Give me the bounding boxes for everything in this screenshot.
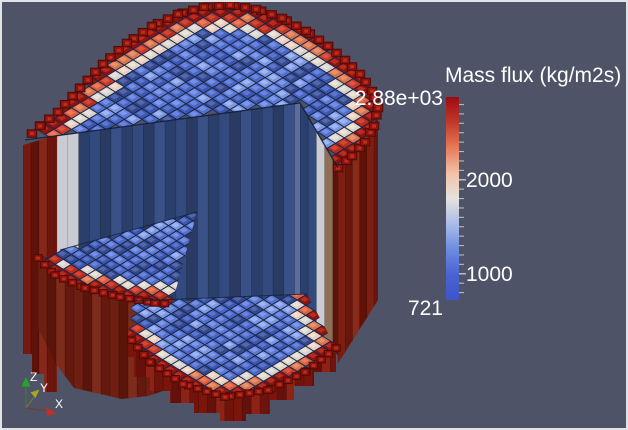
- x-axis-label: X: [55, 397, 63, 411]
- interior-wall-left: [57, 103, 300, 301]
- colorbar-widget[interactable]: Mass flux (kg/m2s) 2.88e+03 2000 1000 72…: [355, 64, 621, 320]
- colorbar-tick-label-1000: 1000: [466, 263, 513, 286]
- colorbar-max-label: 2.88e+03: [355, 87, 443, 110]
- z-axis-cone-icon: [21, 377, 31, 387]
- floor-rim-cubes: [126, 336, 341, 401]
- floor-top-grid: [128, 294, 336, 397]
- x-axis-line: [25, 407, 49, 412]
- colorbar-gradient: [446, 97, 459, 300]
- y-axis-label: Y: [40, 381, 48, 395]
- ledge-rim-cubes: [33, 254, 170, 308]
- y-axis-cone-icon: [30, 389, 40, 398]
- colorbar-tick-label-2000: 2000: [466, 169, 513, 192]
- outer-shell-right: [337, 108, 378, 389]
- x-axis-cone-icon: [46, 407, 56, 417]
- cut-edge-lines: [24, 102, 339, 302]
- orientation-axes-widget: Z Y X: [21, 370, 63, 417]
- colorbar-ticks: [459, 103, 466, 294]
- top-rim-cubes: [26, 0, 384, 173]
- core-model[interactable]: [23, 0, 384, 430]
- colorbar-title: Mass flux (kg/m2s): [445, 64, 621, 87]
- z-axis-label: Z: [30, 370, 37, 384]
- interior-wall-right: [300, 103, 338, 356]
- y-axis-line: [25, 395, 36, 409]
- colorbar-min-label: 721: [408, 297, 443, 320]
